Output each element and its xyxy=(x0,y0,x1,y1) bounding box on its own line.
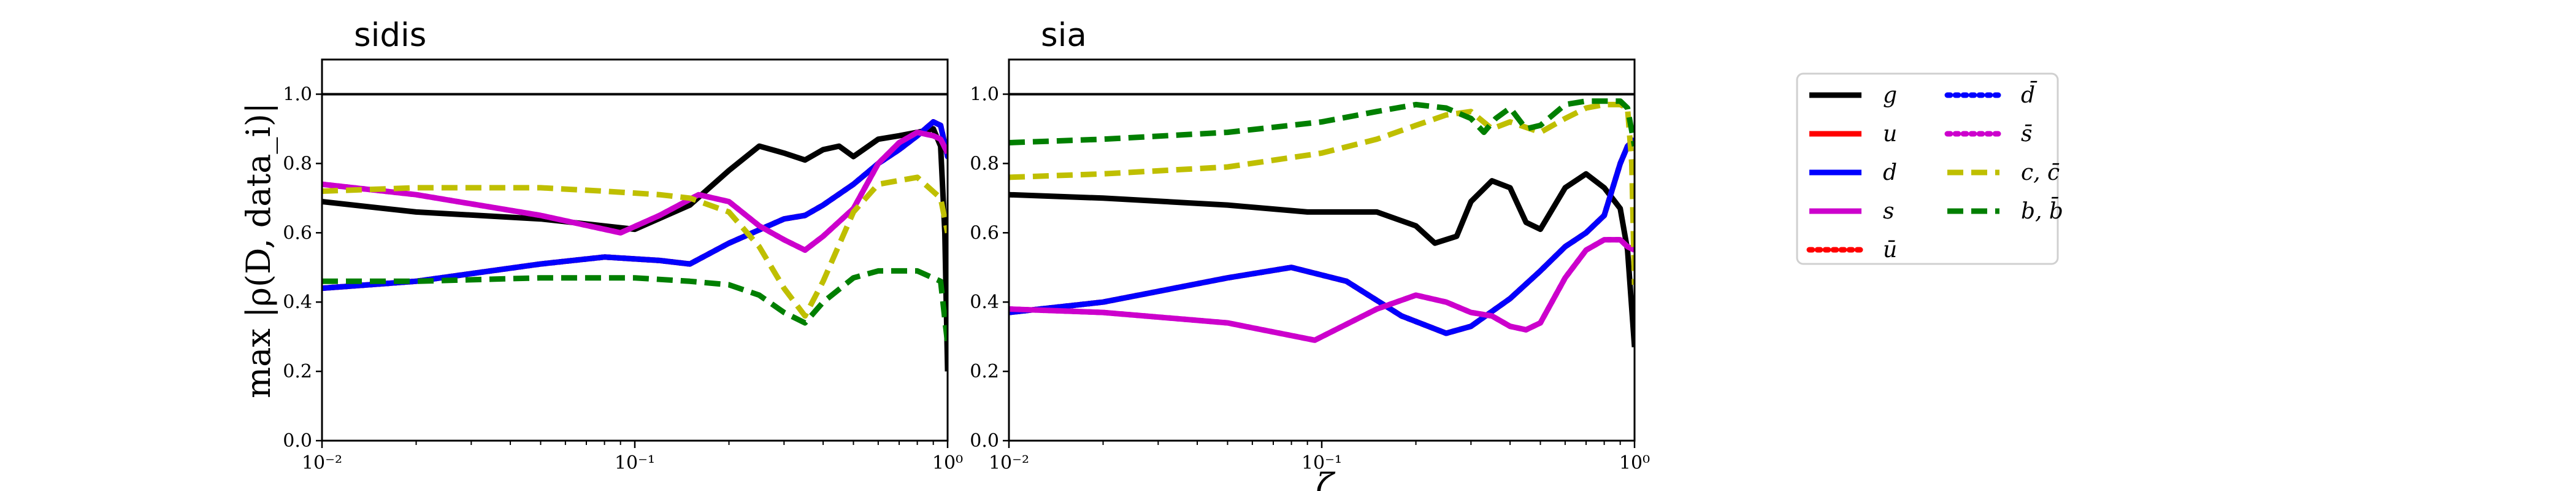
legend-label: s xyxy=(1883,199,1894,224)
y-tick-label: 1.0 xyxy=(283,83,312,105)
x-tick-label: 10⁰ xyxy=(1619,452,1650,474)
y-tick-label: 0.6 xyxy=(283,222,312,244)
legend-label: g xyxy=(1883,83,1897,108)
series-line-c, c̄ xyxy=(322,174,948,319)
series-group xyxy=(1009,98,1635,347)
y-tick-label: 0.8 xyxy=(283,153,312,174)
x-tick-label: 10⁻² xyxy=(989,452,1029,474)
y-tick-label: 0.2 xyxy=(970,361,999,382)
series-line-s̄ xyxy=(322,130,948,253)
panel-sia: sia 0.0 0.2 0.4 0.6 0.8 1.0 10⁻² 10⁻¹ 10⁰ xyxy=(970,17,1650,474)
y-tick-label: 1.0 xyxy=(970,83,999,105)
series-line-s̄ xyxy=(1009,237,1635,343)
y-tick-label: 0.0 xyxy=(970,430,999,452)
x-tick-label: 10⁻² xyxy=(302,452,342,474)
y-tick-label: 0.8 xyxy=(970,153,999,174)
series-line-g xyxy=(322,126,948,372)
legend-label: u xyxy=(1883,122,1897,147)
legend-label: c, c̄ xyxy=(2021,160,2060,185)
y-tick-label: 0.6 xyxy=(970,222,999,244)
legend-label: s̄ xyxy=(2021,122,2032,147)
legend-label: ū xyxy=(1883,238,1897,263)
series-group xyxy=(322,119,948,372)
series-line-b, b̄ xyxy=(1009,98,1635,147)
legend-label: b, b̄ xyxy=(2021,197,2063,224)
x-tick-label: 10⁻¹ xyxy=(1301,452,1342,474)
panel-title: sidis xyxy=(354,17,426,54)
series-line-d̄ xyxy=(1009,136,1635,336)
x-axis-label: ζ xyxy=(1316,466,1335,491)
panel-sidis: sidis 0.0 0.2 0.4 0.6 0.8 1.0 10⁻² 10⁻¹ 10⁰ xyxy=(283,17,963,474)
series-line-c, c̄ xyxy=(1009,101,1635,285)
chart-panels: sidis 0.0 0.2 0.4 0.6 0.8 1.0 10⁻² 10⁻¹ 10⁰ sia 0.0… xyxy=(283,17,1650,474)
x-tick-label: 10⁻¹ xyxy=(615,452,655,474)
x-tick-label: 10⁰ xyxy=(932,452,963,474)
y-tick-label: 0.4 xyxy=(283,292,312,313)
legend-label: d xyxy=(1883,160,1897,185)
y-tick-label: 0.2 xyxy=(283,361,312,382)
series-line-g xyxy=(1009,171,1635,347)
series-line-b, b̄ xyxy=(322,268,948,344)
y-axis-label: max |ρ(D, data_i)| xyxy=(239,102,278,398)
panel-title: sia xyxy=(1041,17,1087,54)
legend-label: d̄ xyxy=(2021,81,2037,108)
y-tick-label: 0.4 xyxy=(970,292,999,313)
plot-frame xyxy=(321,58,949,442)
y-tick-label: 0.0 xyxy=(283,430,312,452)
legend-box xyxy=(1796,72,2059,265)
plot-frame xyxy=(1008,58,1636,442)
